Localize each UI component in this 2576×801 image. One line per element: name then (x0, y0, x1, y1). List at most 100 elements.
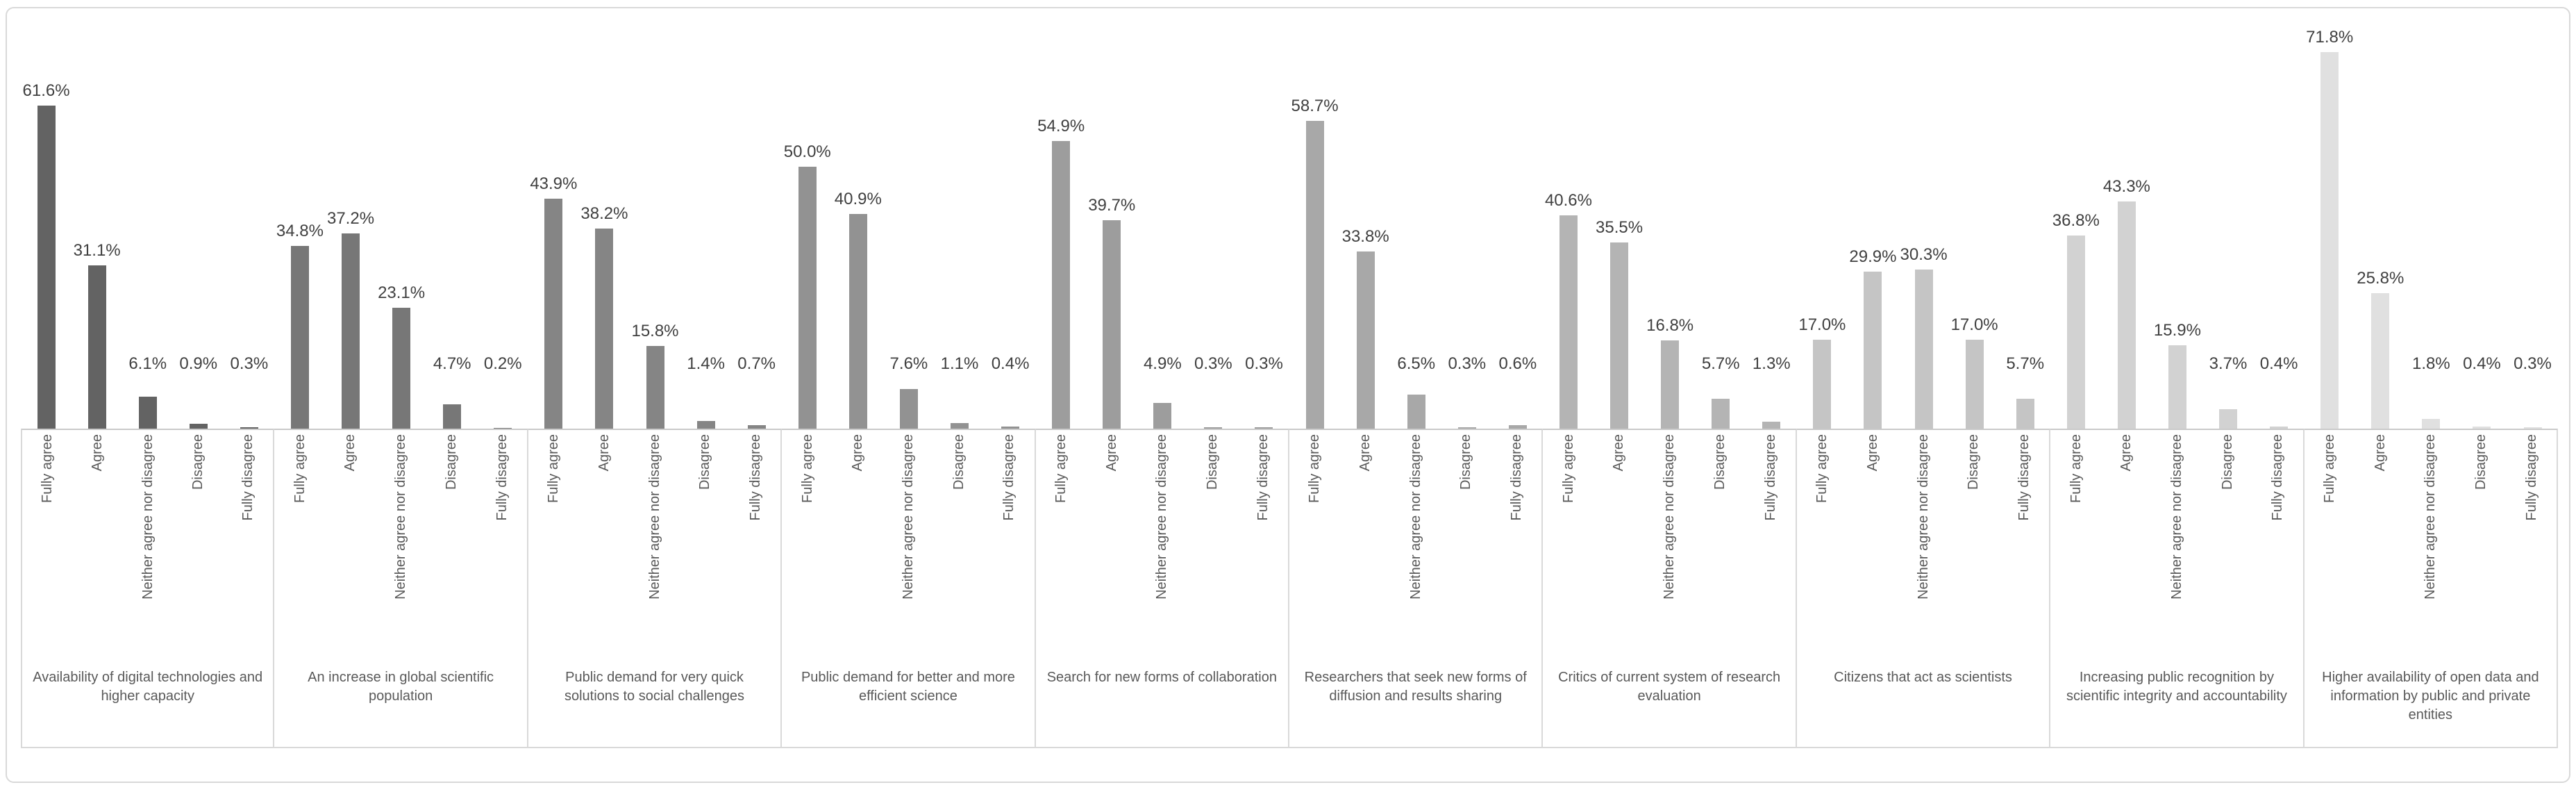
bar-value-label: 6.5% (1397, 354, 1436, 373)
bar-value-label: 0.4% (991, 354, 1030, 373)
bar (646, 345, 664, 429)
bar (2066, 236, 2085, 429)
bar-slot: 0.6% (1492, 10, 1543, 429)
bar-slot: 4.7% (427, 10, 478, 429)
bar-value-label: 58.7% (1291, 96, 1339, 115)
bar-slot: 5.7% (2000, 10, 2050, 429)
tick-label: Neither agree nor disagree (1662, 434, 1678, 600)
bar (1559, 215, 1578, 429)
bar (848, 214, 867, 429)
bar-slot: 1.8% (2406, 10, 2457, 429)
group-title: Critics of current system of research ev… (1558, 670, 1781, 704)
tick-slot: Neither agree nor disagree (1390, 430, 1441, 663)
tick-label: Disagree (951, 434, 967, 490)
bar (696, 421, 715, 429)
category-axis-box: Fully agree Agree Neither agree nor disagr… (21, 429, 275, 748)
bar-value-label: 25.8% (2357, 269, 2404, 288)
bar (1204, 427, 1223, 429)
tick-slot: Agree (325, 430, 376, 663)
tick-label: Neither agree nor disagree (646, 434, 662, 600)
tick-label: Neither agree nor disagree (1154, 434, 1170, 600)
bar-value-label: 61.6% (22, 81, 70, 100)
tick-label: Fully agree (40, 434, 56, 503)
tick-slot: Disagree (1948, 430, 1999, 663)
tick-label: Disagree (443, 434, 459, 490)
category-group: 71.8% 25.8% 1.8% 0.4% 0.3% Fully agree Agree Ne… (2304, 10, 2559, 748)
bar-slot: 0.7% (731, 10, 782, 429)
bar-slot: 50.0% (782, 10, 833, 429)
bar-slot: 30.3% (1898, 10, 1949, 429)
tick-label: Agree (90, 434, 106, 472)
bars-area: 40.6% 35.5% 16.8% 5.7% 1.3% (1543, 10, 1796, 429)
bar-chart: 61.6% 31.1% 6.1% 0.9% 0.3% Fully agree Agree Ne… (6, 7, 2570, 783)
bars-area: 50.0% 40.9% 7.6% 1.1% 0.4% (782, 10, 1035, 429)
bar-value-label: 0.4% (2463, 354, 2501, 373)
bar-value-label: 34.8% (276, 222, 324, 241)
tick-label: Agree (596, 434, 612, 472)
bars-area: 54.9% 39.7% 4.9% 0.3% 0.3% (1036, 10, 1289, 429)
tick-label: Disagree (190, 434, 206, 490)
category-group: 34.8% 37.2% 23.1% 4.7% 0.2% Fully agree Agree N… (274, 10, 528, 748)
tick-slot: Fully disagree (2252, 430, 2303, 663)
bar-value-label: 0.4% (2259, 354, 2298, 373)
bar-slot: 38.2% (579, 10, 630, 429)
bar (950, 422, 969, 429)
tick-label: Fully disagree (747, 434, 763, 521)
bar (2422, 419, 2441, 429)
bars-area: 61.6% 31.1% 6.1% 0.9% 0.3% (21, 10, 274, 429)
tick-label: Fully disagree (240, 434, 256, 521)
bar-value-label: 7.6% (889, 354, 928, 373)
tick-slot: Agree (1086, 430, 1137, 663)
bar (747, 424, 766, 429)
tick-labels-row: Fully agree Agree Neither agree nor disagr… (1289, 430, 1541, 663)
tick-label: Neither agree nor disagree (393, 434, 409, 600)
tick-slot: Neither agree nor disagree (883, 430, 934, 663)
bar-slot: 58.7% (1289, 10, 1340, 429)
bar-value-label: 39.7% (1088, 196, 1136, 215)
tick-slot: Fully agree (22, 430, 72, 663)
bar (1457, 427, 1476, 429)
tick-label: Fully disagree (2016, 434, 2032, 521)
tick-slot: Agree (72, 430, 122, 663)
bar-value-label: 0.9% (179, 354, 218, 373)
tick-slot: Fully agree (1543, 430, 1594, 663)
bars-area: 71.8% 25.8% 1.8% 0.4% 0.3% (2305, 10, 2558, 429)
tick-label: Fully agree (2322, 434, 2337, 503)
bar (595, 228, 614, 429)
tick-label: Fully agree (2068, 434, 2084, 503)
bar-value-label: 1.8% (2411, 354, 2450, 373)
bar (189, 424, 208, 429)
category-group: 50.0% 40.9% 7.6% 1.1% 0.4% Fully agree Agree Ne… (782, 10, 1036, 748)
tick-label: Fully agree (1307, 434, 1323, 503)
bars-area: 43.9% 38.2% 15.8% 1.4% 0.7% (528, 10, 782, 429)
tick-slot: Disagree (173, 430, 223, 663)
bar-value-label: 36.8% (2052, 211, 2100, 231)
bar-slot: 6.5% (1391, 10, 1441, 429)
bar (1864, 272, 1882, 429)
category-group: 61.6% 31.1% 6.1% 0.9% 0.3% Fully agree Agree Ne… (21, 10, 275, 748)
tick-label: Agree (1103, 434, 1119, 472)
category-axis-box: Fully agree Agree Neither agree nor disagr… (2050, 429, 2305, 748)
tick-label: Agree (2118, 434, 2134, 472)
bar (1508, 425, 1527, 429)
tick-labels-row: Fully agree Agree Neither agree nor disagr… (2305, 430, 2557, 663)
tick-label: Neither agree nor disagree (900, 434, 916, 600)
category-group: 54.9% 39.7% 4.9% 0.3% 0.3% Fully agree Agree Ne… (1035, 10, 1290, 748)
bar (87, 265, 106, 429)
bar-slot: 71.8% (2305, 10, 2355, 429)
tick-label: Neither agree nor disagree (1407, 434, 1423, 600)
bar (494, 427, 512, 429)
bar-slot: 29.9% (1848, 10, 1898, 429)
bar-slot: 33.8% (1340, 10, 1391, 429)
bar-value-label: 1.3% (1752, 354, 1791, 373)
tick-slot: Neither agree nor disagree (123, 430, 173, 663)
tick-slot: Fully disagree (476, 430, 527, 663)
bar-slot: 0.2% (478, 10, 528, 429)
bar-value-label: 4.7% (433, 354, 471, 373)
bar (1762, 422, 1781, 429)
bar-value-label: 54.9% (1037, 116, 1085, 135)
tick-label: Fully disagree (2270, 434, 2286, 521)
bar-slot: 37.2% (325, 10, 376, 429)
tick-slot: Agree (2355, 430, 2405, 663)
bar-slot: 15.9% (2152, 10, 2202, 429)
